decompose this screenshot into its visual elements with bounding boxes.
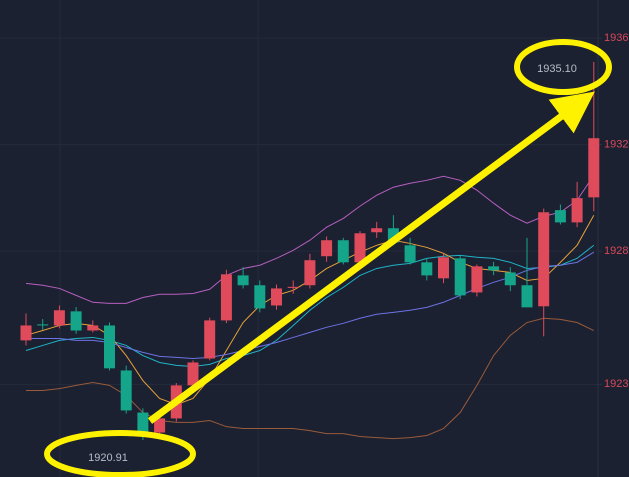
candle-body bbox=[471, 266, 483, 293]
candle-body bbox=[254, 285, 266, 309]
candle-body bbox=[538, 212, 550, 307]
candle-body bbox=[421, 262, 433, 276]
candle-body bbox=[404, 245, 416, 263]
indicator-line bbox=[26, 251, 595, 359]
y-tick-label: 1936 bbox=[604, 32, 628, 44]
candle-body bbox=[287, 286, 299, 288]
low-circle bbox=[44, 430, 196, 477]
candle-body bbox=[137, 412, 149, 436]
candle-body bbox=[220, 274, 232, 321]
candle-body bbox=[504, 272, 516, 286]
candle-body bbox=[87, 325, 99, 331]
candle-body bbox=[20, 325, 32, 341]
high-annotation: 1935.10 bbox=[537, 63, 577, 75]
indicator-line bbox=[25, 244, 595, 367]
candle-body bbox=[554, 210, 566, 223]
candle-body bbox=[237, 275, 249, 286]
trend-arrow bbox=[147, 91, 595, 424]
candle-body bbox=[488, 266, 500, 271]
candle-body bbox=[37, 324, 49, 326]
low-annotation: 1920.91 bbox=[88, 452, 128, 464]
candle-body bbox=[354, 233, 366, 263]
candle-body bbox=[571, 198, 583, 223]
candle-body bbox=[120, 370, 132, 411]
candle-body bbox=[521, 285, 533, 308]
candle-body bbox=[154, 418, 166, 433]
candle-body bbox=[204, 320, 216, 359]
overlay: 1935.10 1920.91 bbox=[44, 39, 612, 477]
y-tick-label: 1932 bbox=[604, 139, 628, 151]
candle-body bbox=[53, 310, 65, 326]
candle-body bbox=[387, 228, 399, 243]
candle-body bbox=[104, 325, 115, 369]
y-tick-label: 1928 bbox=[604, 245, 628, 257]
indicator-line bbox=[25, 174, 595, 304]
high-circle bbox=[514, 39, 612, 95]
candle-body bbox=[337, 240, 349, 263]
candle-body bbox=[271, 288, 282, 306]
candle-body bbox=[321, 240, 333, 257]
indicator-line bbox=[26, 317, 595, 440]
candle-body bbox=[454, 258, 466, 296]
candle-body bbox=[70, 311, 82, 331]
candle-body bbox=[187, 362, 199, 386]
plot-area bbox=[20, 62, 600, 440]
candle-body bbox=[371, 228, 383, 233]
candle-body bbox=[438, 257, 449, 279]
candle-body bbox=[304, 260, 316, 286]
candle-body bbox=[588, 138, 600, 198]
y-tick-label: 1923 bbox=[604, 378, 628, 390]
